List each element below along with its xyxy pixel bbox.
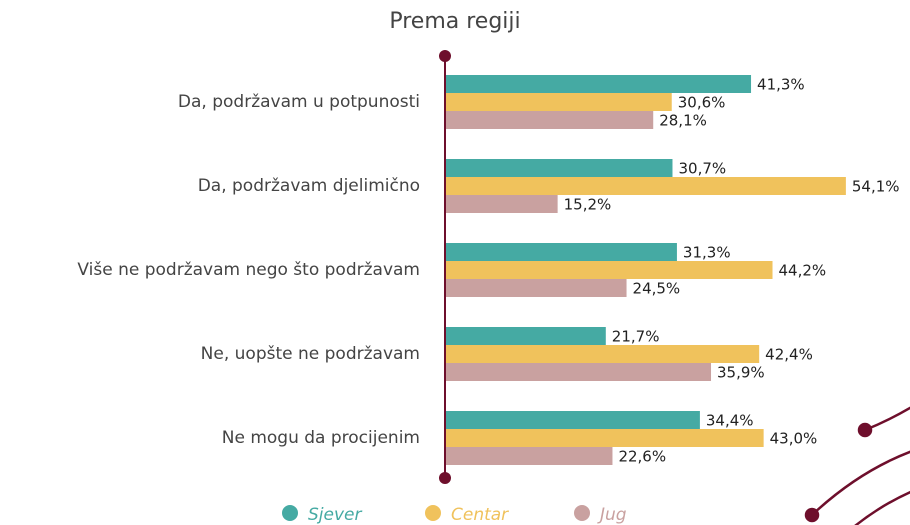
axis-dot	[439, 50, 451, 62]
bar	[445, 261, 773, 279]
bar	[445, 345, 760, 363]
arc	[811, 450, 910, 516]
category-label: Da, podržavam u potpunosti	[178, 92, 420, 112]
bar	[445, 447, 613, 465]
bar	[445, 363, 712, 381]
category-label: Više ne podržavam nego što podržavam	[77, 260, 420, 280]
bar	[445, 327, 606, 345]
value-label: 44,2%	[779, 262, 827, 280]
value-label: 22,6%	[618, 448, 666, 466]
value-label: 28,1%	[659, 112, 707, 130]
legend-label: Centar	[451, 505, 509, 525]
decoration	[804, 406, 910, 525]
chart-title: Prema regiji	[389, 9, 520, 34]
value-label: 31,3%	[683, 244, 731, 262]
value-label: 41,3%	[757, 76, 805, 94]
value-label: 21,7%	[612, 328, 660, 346]
category-label: Ne, uopšte ne podržavam	[201, 344, 420, 364]
value-label: 43,0%	[770, 430, 818, 448]
bar	[445, 75, 752, 93]
value-label: 24,5%	[633, 280, 681, 298]
value-label: 35,9%	[717, 364, 765, 382]
value-label: 15,2%	[564, 196, 612, 214]
value-label: 30,7%	[678, 160, 726, 178]
legend-label: Sjever	[308, 505, 362, 525]
arc	[864, 406, 910, 432]
legend-swatch	[574, 505, 590, 521]
value-label: 30,6%	[678, 94, 726, 112]
category-label: Ne mogu da procijenim	[222, 428, 420, 448]
category-label: Da, podržavam djelimično	[198, 176, 420, 196]
value-label: 34,4%	[706, 412, 754, 430]
legend-swatch	[425, 505, 441, 521]
axis-dot	[439, 472, 451, 484]
dot	[804, 507, 820, 523]
legend-swatch	[282, 505, 298, 521]
legend-label: Jug	[597, 505, 627, 525]
bar	[445, 195, 558, 213]
value-label: 42,4%	[765, 346, 813, 364]
dot	[857, 422, 873, 438]
arc	[854, 490, 910, 525]
bar	[445, 243, 677, 261]
bar	[445, 429, 764, 447]
bar	[445, 177, 846, 195]
bar	[445, 93, 672, 111]
bar	[445, 411, 700, 429]
bar	[445, 279, 627, 297]
value-label: 54,1%	[852, 178, 900, 196]
bar	[445, 111, 654, 129]
bar	[445, 159, 673, 177]
